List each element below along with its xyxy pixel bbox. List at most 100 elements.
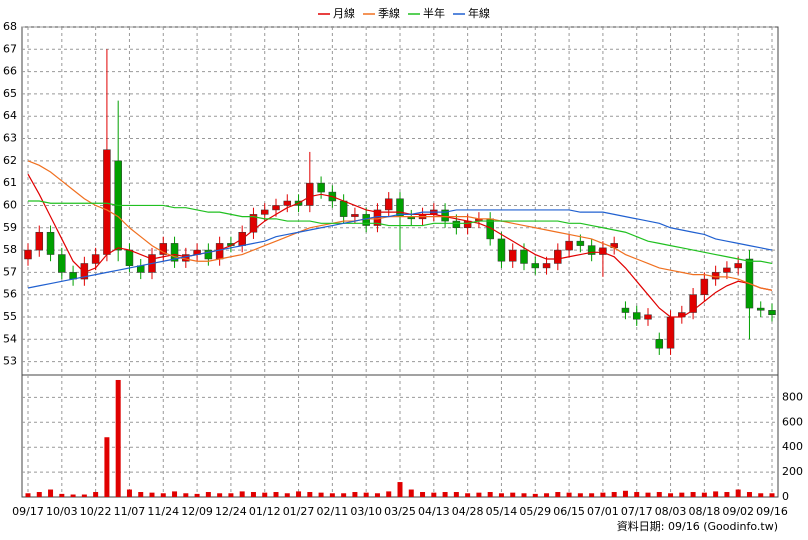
- ma-line: [27, 209, 773, 289]
- legend-label: 季線: [378, 6, 400, 20]
- volume-bar: [318, 492, 324, 497]
- candle-body: [283, 200, 292, 206]
- x-tick-label: 12/09: [181, 505, 213, 518]
- legend-label: 年線: [468, 6, 490, 20]
- volume-bar: [25, 493, 31, 497]
- volume-bar: [442, 492, 448, 497]
- candle-body: [317, 182, 325, 193]
- volume-bar: [138, 492, 144, 497]
- y-tick-label: 64: [3, 109, 17, 122]
- volume-bar: [70, 494, 76, 497]
- candle-body: [125, 249, 134, 266]
- volume-bar: [769, 493, 775, 497]
- candle-body: [756, 307, 765, 311]
- x-tick-label: 07/17: [621, 505, 653, 518]
- x-tick-label: 04/13: [418, 505, 450, 518]
- legend: 月線 季線 半年 年線: [318, 6, 490, 20]
- volume-bar: [611, 492, 617, 497]
- candle-body: [576, 240, 585, 246]
- candle-body: [452, 220, 461, 229]
- volume-bar: [36, 492, 42, 497]
- y-tick-label: 56: [3, 288, 17, 301]
- volume-bar: [668, 493, 674, 497]
- candle-body: [24, 249, 32, 260]
- x-tick-label: 01/12: [249, 505, 281, 518]
- x-tick-label: 08/18: [689, 505, 721, 518]
- volume-bar: [149, 492, 155, 497]
- candle-body: [554, 249, 562, 264]
- volume-bar: [746, 492, 752, 497]
- candle-body: [170, 243, 179, 262]
- volume-bar: [713, 491, 719, 497]
- volume-bar: [296, 491, 302, 497]
- x-tick-label: 03/10: [350, 505, 382, 518]
- volume-bar: [126, 489, 132, 497]
- legend-label: 半年: [423, 6, 445, 20]
- volume-bar: [284, 493, 290, 497]
- volume-bar: [735, 489, 741, 497]
- y-tick-label: 65: [3, 87, 17, 100]
- x-tick-label: 09/17: [12, 505, 44, 518]
- volume-bar: [476, 492, 482, 497]
- volume-bar: [408, 489, 414, 497]
- candle-body: [46, 231, 55, 255]
- volume-bar: [431, 492, 437, 497]
- y-tick-label: 59: [3, 221, 17, 234]
- volume-bar: [228, 493, 234, 497]
- y2-tick-label: 600: [782, 415, 803, 428]
- candle-body: [520, 249, 528, 264]
- y-tick-label: 68: [3, 20, 17, 33]
- candle-body: [531, 263, 540, 269]
- y-tick-label: 60: [3, 198, 17, 211]
- volume-bar: [634, 492, 640, 497]
- candle-body: [542, 263, 551, 269]
- y-tick-label: 57: [3, 265, 17, 278]
- volume-bar: [622, 490, 628, 497]
- volume-bar: [329, 493, 335, 497]
- candle-body: [666, 316, 675, 349]
- volume-bar: [172, 491, 178, 497]
- y2-tick-label: 800: [782, 390, 803, 403]
- y-tick-label: 61: [3, 176, 17, 189]
- ma-line: [27, 160, 773, 291]
- volume-bar: [239, 491, 245, 497]
- candle-body: [587, 245, 596, 255]
- x-tick-label: 04/28: [452, 505, 484, 518]
- volume-bar: [217, 493, 223, 497]
- x-tick-label: 06/15: [553, 505, 585, 518]
- x-tick-label: 05/29: [519, 505, 551, 518]
- volume-bar: [81, 494, 87, 497]
- legend-label: 月線: [333, 6, 355, 20]
- candle-body: [644, 314, 652, 320]
- volume-bar: [352, 492, 358, 497]
- candle-body: [35, 231, 44, 251]
- volume-bar: [589, 493, 595, 497]
- x-tick-label: 12/24: [215, 505, 247, 518]
- candle-body: [734, 263, 742, 269]
- volume-bar: [420, 492, 426, 497]
- volume-bar: [194, 493, 200, 497]
- candle-body: [384, 198, 393, 211]
- y-tick-label: 58: [3, 243, 17, 256]
- candle-body: [351, 214, 359, 217]
- x-tick-label: 01/27: [283, 505, 315, 518]
- x-tick-label: 03/25: [384, 505, 416, 518]
- candle-body: [103, 149, 111, 255]
- x-tick-label: 09/16: [756, 505, 788, 518]
- footnote: 資料日期: 09/16 (Goodinfo.tw): [617, 519, 778, 533]
- x-tick-label: 07/01: [587, 505, 619, 518]
- volume-bar: [273, 492, 279, 497]
- candle-body: [711, 272, 720, 280]
- x-tick-label: 10/22: [80, 505, 112, 518]
- y-tick-label: 55: [3, 310, 17, 323]
- volume-bar: [183, 493, 189, 497]
- candle-body: [182, 254, 190, 262]
- candle-body: [689, 294, 697, 313]
- y2-tick-label: 0: [782, 490, 789, 503]
- candle-body: [159, 243, 168, 255]
- volume-bar: [701, 492, 707, 497]
- volume-bar: [566, 492, 572, 497]
- y2-tick-label: 400: [782, 440, 803, 453]
- candle-body: [700, 278, 709, 295]
